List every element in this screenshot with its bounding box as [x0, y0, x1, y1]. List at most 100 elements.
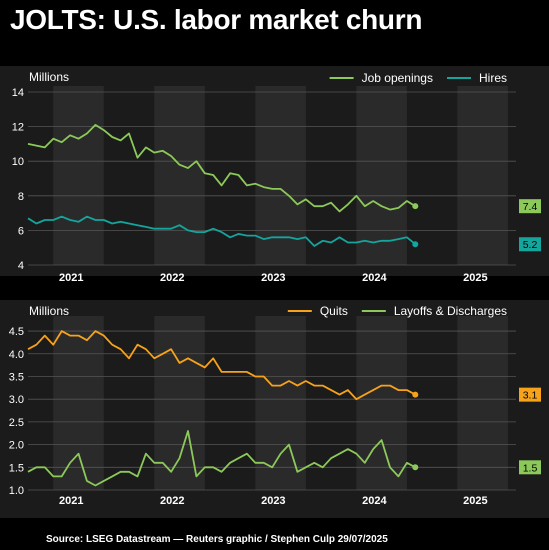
- y-tick-label: 14: [12, 87, 24, 99]
- data-point: [397, 475, 399, 477]
- data-point: [204, 366, 206, 368]
- data-point: [128, 471, 130, 473]
- year-band: [356, 316, 407, 490]
- data-point: [254, 375, 256, 377]
- data-point: [94, 124, 96, 126]
- data-point: [263, 238, 265, 240]
- data-point: [170, 155, 172, 157]
- data-point: [136, 344, 138, 346]
- data-point: [52, 219, 54, 221]
- data-point: [364, 205, 366, 207]
- data-point: [347, 241, 349, 243]
- data-point: [355, 398, 357, 400]
- legend-label: Hires: [479, 71, 507, 85]
- data-point: [44, 146, 46, 148]
- data-point: [69, 335, 71, 337]
- data-point: [187, 229, 189, 231]
- data-point: [296, 384, 298, 386]
- y-tick-label: 3.5: [9, 371, 24, 383]
- end-value-label: 7.4: [523, 201, 538, 213]
- data-point: [77, 138, 79, 140]
- data-point: [355, 453, 357, 455]
- data-point: [406, 236, 408, 238]
- data-point: [103, 219, 105, 221]
- data-point: [145, 146, 147, 148]
- legend-label: Layoffs & Discharges: [394, 304, 507, 318]
- data-point: [338, 210, 340, 212]
- data-point: [35, 344, 37, 346]
- data-point: [111, 136, 113, 138]
- data-point: [322, 205, 324, 207]
- data-point: [364, 462, 366, 464]
- data-point: [330, 457, 332, 459]
- data-point: [44, 335, 46, 337]
- data-point: [153, 357, 155, 359]
- x-tick-label: 2025: [463, 495, 487, 507]
- data-point: [221, 371, 223, 373]
- data-point: [187, 167, 189, 169]
- data-point: [103, 335, 105, 337]
- y-tick-label: 8: [18, 191, 24, 203]
- data-point: [120, 471, 122, 473]
- data-point: [313, 384, 315, 386]
- data-point: [212, 228, 214, 230]
- data-point: [237, 174, 239, 176]
- data-point: [111, 344, 113, 346]
- data-point: [162, 462, 164, 464]
- data-point: [305, 198, 307, 200]
- data-point: [86, 215, 88, 217]
- data-point: [237, 233, 239, 235]
- data-point: [288, 195, 290, 197]
- data-point: [389, 209, 391, 211]
- data-point: [195, 475, 197, 477]
- data-point: [221, 471, 223, 473]
- data-point: [347, 203, 349, 205]
- series-line: [27, 430, 416, 487]
- data-point: [313, 245, 315, 247]
- y-tick-label: 12: [12, 122, 24, 134]
- data-point: [162, 228, 164, 230]
- y-axis-label: Millions: [29, 304, 69, 318]
- data-point: [103, 129, 105, 131]
- data-point: [313, 205, 315, 207]
- data-point: [338, 394, 340, 396]
- data-point: [153, 228, 155, 230]
- data-point: [296, 203, 298, 205]
- end-value-badge: [519, 387, 541, 402]
- data-point: [35, 466, 37, 468]
- data-point: [330, 241, 332, 243]
- x-tick-label: 2021: [59, 272, 83, 284]
- data-point: [338, 453, 340, 455]
- data-point: [271, 384, 273, 386]
- data-point: [221, 231, 223, 233]
- data-point: [364, 240, 366, 242]
- year-band: [457, 316, 508, 490]
- data-point: [136, 475, 138, 477]
- data-point: [263, 375, 265, 377]
- data-point: [263, 186, 265, 188]
- data-point: [397, 389, 399, 391]
- year-band: [457, 86, 508, 265]
- data-point: [162, 353, 164, 355]
- data-point: [279, 188, 281, 190]
- data-point: [204, 172, 206, 174]
- data-point: [35, 222, 37, 224]
- x-tick-label: 2023: [261, 495, 285, 507]
- y-tick-label: 4: [18, 260, 24, 272]
- data-point: [69, 134, 71, 136]
- data-point: [381, 439, 383, 441]
- data-point: [296, 238, 298, 240]
- data-point: [271, 236, 273, 238]
- data-point: [355, 241, 357, 243]
- x-tick-label: 2023: [261, 272, 285, 284]
- data-point: [44, 219, 46, 221]
- data-point: [178, 457, 180, 459]
- year-band: [255, 86, 306, 265]
- data-point: [170, 348, 172, 350]
- data-point: [254, 234, 256, 236]
- y-tick-label: 2.5: [9, 417, 24, 429]
- series-end-point: [412, 241, 419, 248]
- data-point: [162, 150, 164, 152]
- data-point: [35, 145, 37, 147]
